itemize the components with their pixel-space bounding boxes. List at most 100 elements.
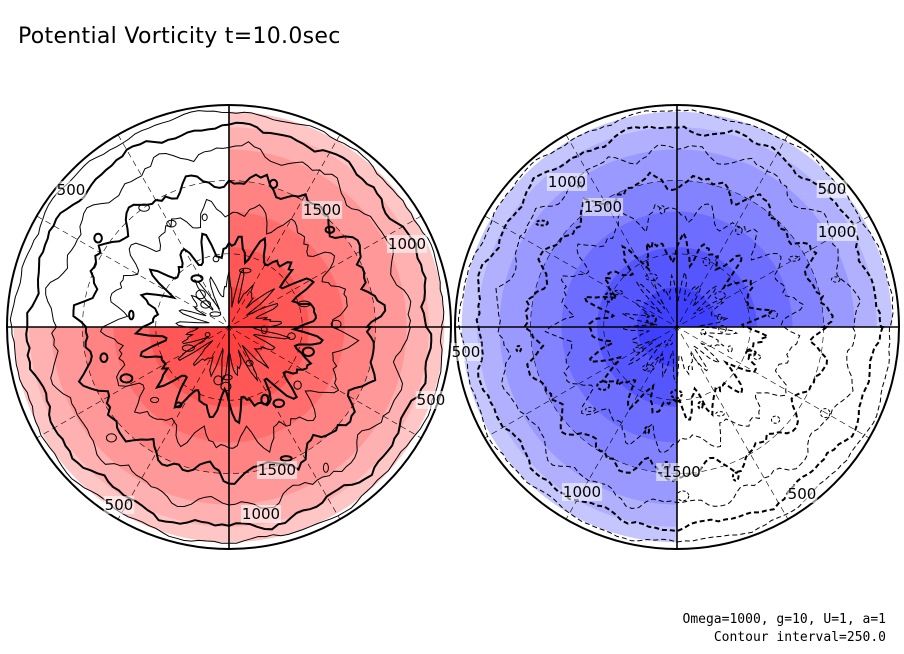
northern-hemisphere-boundary	[6, 104, 452, 550]
southern-hemisphere-contour-blob	[715, 411, 725, 417]
northern-hemisphere-contour-blob	[181, 344, 195, 352]
southern-hemisphere-contour-500	[475, 125, 885, 533]
southern-hemisphere-contour-blob	[645, 314, 657, 325]
southern-hemisphere-contour-blob	[745, 349, 757, 356]
northern-hemisphere-contour-blob	[150, 396, 160, 404]
southern-hemisphere-contour-blob	[596, 380, 611, 391]
northern-hemisphere-contour-blob	[220, 381, 232, 392]
northern-hemisphere-contour-blob	[268, 178, 279, 189]
southern-hemisphere-contour-blob	[633, 346, 644, 353]
northern-hemisphere-contour-blob	[272, 398, 286, 409]
northern-hemisphere-contour-750	[45, 141, 412, 509]
southern-hemisphere-contour-blob	[515, 345, 522, 353]
northern-hemisphere-contour-blob	[293, 380, 302, 390]
northern-hemisphere-contour-1250	[99, 198, 360, 453]
southern-hemisphere-contour-blob	[700, 329, 707, 336]
southern-hemisphere-contour-blob	[788, 255, 801, 262]
southern-hemisphere-boundary	[454, 104, 900, 550]
southern-hemisphere-contour-blob	[731, 471, 740, 482]
southern-hemisphere-contour-blob	[771, 415, 781, 424]
northern-hemisphere-contour-blob	[287, 332, 296, 341]
northern-hemisphere-contour-blob	[204, 332, 211, 338]
northern-hemisphere-unshaded-quadrant	[7, 105, 229, 327]
contour-label: 500	[105, 496, 134, 514]
northern-hemisphere-contour-blob	[297, 300, 311, 308]
southern-hemisphere-contour-1250	[544, 203, 805, 454]
southern-hemisphere-contour-blob	[702, 256, 711, 267]
southern-hemisphere-contour-1000	[523, 171, 834, 483]
northern-hemisphere-contour-blob	[201, 213, 208, 222]
northern-hemisphere-contour-blob	[138, 203, 150, 212]
contour-label: 1000	[818, 223, 856, 241]
contour-label: 500	[788, 485, 817, 503]
southern-hemisphere-contour-blob	[535, 219, 549, 227]
northern-hemisphere-contour-1500	[133, 232, 325, 425]
contour-label: 500	[452, 343, 481, 361]
southern-hemisphere-contour-1750	[621, 270, 739, 385]
southern-hemisphere-contour-blob	[643, 426, 651, 435]
northern-hemisphere-contour-blob	[213, 375, 223, 386]
northern-hemisphere-contour-blob	[99, 352, 109, 364]
contour-label: 1000	[242, 505, 280, 523]
northern-hemisphere-contour-blob	[324, 225, 336, 234]
northern-hemisphere-contour-blob	[128, 309, 135, 321]
contour-label: 1500	[303, 201, 341, 219]
northern-hemisphere-contour-blob	[301, 346, 315, 358]
northern-hemisphere-contour-blob	[279, 455, 293, 462]
southern-hemisphere-contour-blob	[735, 225, 743, 236]
northern-hemisphere-contour-blob	[105, 433, 117, 443]
southern-hemisphere-contour-750	[495, 144, 862, 510]
southern-hemisphere-contour-blob	[727, 345, 733, 353]
northern-hemisphere-contour-blob	[209, 311, 222, 317]
southern-hemisphere-contour-blob	[718, 325, 727, 333]
southern-hemisphere-contour-blob	[659, 205, 666, 215]
southern-hemisphere-contour-blob	[753, 354, 761, 360]
southern-hemisphere-contour-blob	[767, 310, 778, 319]
northern-hemisphere-contour-blob	[245, 359, 254, 367]
contour-label: 1500	[258, 461, 296, 479]
northern-hemisphere-contour-500	[25, 121, 433, 531]
southern-hemisphere-contour-blob	[585, 406, 596, 412]
southern-hemisphere-contour-250	[457, 109, 894, 543]
contour-label: 1500	[584, 198, 622, 216]
northern-hemisphere-contour-blob	[330, 319, 342, 329]
northern-hemisphere-contour-blob	[93, 232, 103, 244]
southern-hemisphere-contour-blob	[697, 401, 704, 410]
southern-hemisphere-contour-blob	[641, 364, 655, 372]
contour-label: 1000	[388, 235, 426, 253]
southern-hemisphere-contour-blob	[645, 273, 658, 281]
contour-label: 500	[818, 180, 847, 198]
southern-hemisphere-contour-blob	[819, 408, 831, 419]
northern-hemisphere-contour-blob	[260, 393, 270, 406]
southern-hemisphere-unshaded-quadrant	[677, 327, 899, 549]
northern-hemisphere-contour-blob	[212, 255, 220, 263]
northern-hemisphere-contour-blob	[190, 274, 204, 283]
northern-hemisphere-contour-blob	[119, 373, 134, 384]
contour-interval-note: Contour interval=250.0	[713, 630, 886, 645]
southern-hemisphere-contour-blob	[716, 313, 723, 321]
contour-label: 1000	[563, 483, 601, 501]
northern-hemisphere-contour-blob	[166, 219, 177, 228]
northern-hemisphere-contour-1000	[72, 173, 387, 485]
contour-label: 500	[417, 391, 446, 409]
contour-label: -1500	[657, 463, 701, 481]
parameter-note: Omega=1000, g=10, U=1, a=1	[682, 612, 887, 627]
northern-hemisphere-contour-blob	[195, 289, 206, 300]
southern-hemisphere-contour-blob	[830, 276, 841, 283]
southern-hemisphere-contour-1500	[583, 230, 775, 421]
southern-hemisphere-contour-blob	[664, 339, 673, 346]
northern-hemisphere-contour-blob	[200, 300, 212, 309]
southern-hemisphere-contour-blob	[714, 291, 726, 300]
northern-hemisphere-contour-250	[9, 110, 445, 544]
northern-hemisphere-contour-blob	[174, 401, 183, 409]
southern-hemisphere-contour-blob	[604, 291, 614, 303]
contour-label: 1000	[548, 173, 586, 191]
northern-hemisphere-contour-blob	[260, 325, 268, 335]
northern-hemisphere-contour-blob	[239, 267, 252, 274]
southern-hemisphere-panel: 1000 1500 500 1000 500 -1500 1000 500	[450, 104, 900, 550]
contour-label: 500	[57, 181, 86, 199]
northern-hemisphere-contour-blob	[222, 374, 233, 381]
northern-hemisphere-contour-1750	[175, 268, 291, 383]
northern-hemisphere-panel: 500 1500 1000 500 1500 1000 500	[6, 104, 452, 550]
northern-hemisphere-contour-blob	[322, 462, 329, 473]
